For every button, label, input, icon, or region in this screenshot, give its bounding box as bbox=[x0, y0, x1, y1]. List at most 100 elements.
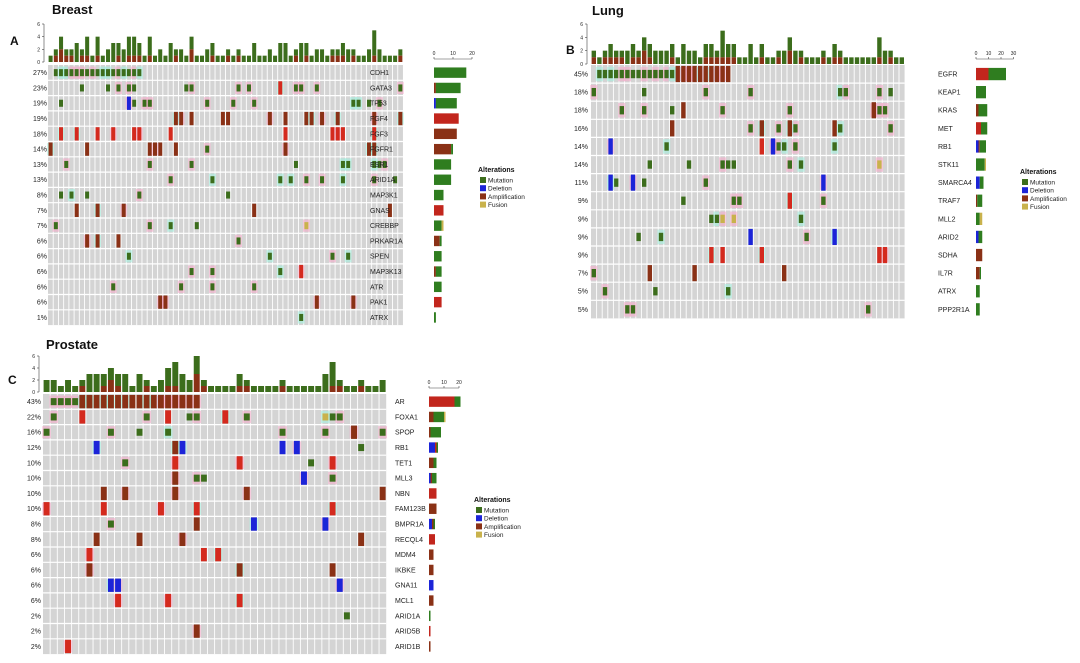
sample-bar-mutation bbox=[877, 37, 882, 58]
cell-rb1-deletion bbox=[279, 440, 286, 455]
sample-bar-mutation bbox=[64, 49, 69, 56]
legend-swatch-deletion bbox=[480, 185, 486, 192]
sample-bar-mutation bbox=[398, 49, 403, 56]
cell-spop-mutation bbox=[379, 428, 386, 436]
percent-label-map3k13: 6% bbox=[37, 269, 47, 276]
sample-bar-mutation bbox=[393, 55, 398, 62]
gene-label-kras: KRAS bbox=[938, 108, 957, 115]
cell-mcl1-amplification bbox=[115, 593, 122, 608]
cell-gata3-mutation bbox=[398, 84, 403, 92]
cell-recql4-amplification bbox=[93, 532, 100, 546]
sample-bar-mutation bbox=[100, 374, 107, 386]
sample-bar-mutation bbox=[692, 50, 697, 64]
side-bar-arid1a-mutation bbox=[429, 610, 431, 622]
sample-bar-mutation bbox=[630, 44, 636, 58]
cell-mcl1-amplification bbox=[236, 593, 243, 608]
gene-label-mdm4: MDM4 bbox=[395, 552, 416, 559]
sample-bar-amplification bbox=[143, 386, 150, 392]
gene-label-atrx: ATRX bbox=[370, 315, 388, 322]
cell-keap1-mutation bbox=[591, 87, 596, 97]
cell-gna11-deletion bbox=[107, 578, 114, 592]
cell-kras-mutation bbox=[787, 106, 792, 115]
sample-bar-mutation bbox=[714, 50, 720, 58]
side-axis-tick-label: 20 bbox=[456, 380, 462, 386]
sample-bar-mutation bbox=[43, 380, 50, 392]
sample-bar-mutation bbox=[815, 57, 820, 64]
sample-bar-mutation bbox=[142, 55, 147, 62]
side-bar-arid2-mutation bbox=[978, 230, 983, 244]
sample-bar-mutation bbox=[315, 386, 322, 392]
percent-label-rb1: 14% bbox=[574, 144, 588, 151]
cell-mdm4-amplification bbox=[200, 548, 207, 562]
gene-label-nbn: NBN bbox=[395, 491, 410, 498]
oncoprint-breast: 0 2 4 6 0 10 20 27% CDH1 23% GATA3 19% TP53 19% FGF4 18… bbox=[33, 22, 525, 326]
cell-gnas-amplification bbox=[121, 203, 126, 217]
cell-tp53-mutation bbox=[231, 99, 236, 107]
cell-rb1-deletion bbox=[293, 440, 300, 455]
sample-bar-amplification bbox=[79, 55, 84, 62]
cell-cdh1-mutation bbox=[74, 69, 79, 77]
percent-label-gata3: 23% bbox=[33, 85, 47, 92]
sample-bar-amplification bbox=[210, 55, 215, 62]
sample-bar-mutation bbox=[361, 55, 366, 62]
gene-label-prkar1a: PRKAR1A bbox=[370, 238, 403, 245]
sample-bar-mutation bbox=[74, 43, 79, 62]
cell-ar-amplification bbox=[186, 395, 193, 409]
cell-ppp2r1a-mutation bbox=[630, 305, 636, 314]
sample-bar-mutation bbox=[288, 55, 293, 62]
cell-arid2-deletion bbox=[832, 228, 837, 245]
sample-bar-amplification bbox=[147, 55, 152, 62]
sample-bar-mutation bbox=[199, 55, 204, 62]
sample-bar-mutation bbox=[871, 57, 876, 64]
cell-kras-mutation bbox=[619, 106, 624, 115]
sample-bar-mutation bbox=[804, 57, 809, 64]
sample-bar-mutation bbox=[50, 380, 57, 392]
cell-cdh1-mutation bbox=[111, 69, 116, 77]
percent-label-bmpr1a: 8% bbox=[31, 521, 41, 528]
legend-swatch-amplification bbox=[1022, 195, 1028, 202]
sample-bar-mutation bbox=[782, 50, 787, 64]
cell-fgfr1-amplification bbox=[158, 142, 163, 156]
sample-bar-amplification bbox=[888, 57, 893, 64]
top-axis-tick-label: 2 bbox=[580, 49, 583, 55]
cell-cdh1-mutation bbox=[69, 69, 74, 77]
cell-stk11-mutation bbox=[731, 160, 736, 169]
cell-mdm4-amplification bbox=[215, 548, 222, 562]
sample-bar-mutation bbox=[377, 49, 382, 62]
sample-bar-amplification bbox=[614, 57, 619, 64]
gene-label-map3k13: MAP3K13 bbox=[370, 269, 402, 276]
cell-il7r-amplification bbox=[692, 265, 697, 282]
gene-label-mcl1: MCL1 bbox=[395, 598, 414, 605]
sample-bar-mutation bbox=[95, 36, 100, 56]
side-bar-mll3-mutation bbox=[432, 472, 437, 484]
sample-bar-mutation bbox=[642, 37, 647, 51]
side-bar-mdm4-amplification bbox=[429, 549, 434, 560]
panel-prostate: C Prostate 0 2 4 6 0 10 20 43% AR 22% FOXA1 16% SPOP… bbox=[8, 337, 521, 655]
gene-label-stk11: STK11 bbox=[938, 162, 959, 169]
sample-bar-mutation bbox=[200, 380, 207, 386]
cell-smarca4-deletion bbox=[821, 174, 826, 191]
sample-bar-mutation bbox=[888, 50, 893, 58]
cell-foxa1-mutation bbox=[243, 413, 250, 421]
side-bar-fgf4-amplification bbox=[434, 113, 459, 124]
cell-foxa1-mutation bbox=[143, 413, 150, 421]
sample-bar-amplification bbox=[53, 55, 58, 62]
sample-bar-mutation bbox=[731, 44, 736, 58]
sample-bar-amplification bbox=[720, 57, 725, 64]
cell-fgf3-amplification bbox=[340, 127, 345, 141]
percent-label-gna11: 6% bbox=[31, 583, 41, 590]
cell-fgf3-amplification bbox=[372, 127, 377, 141]
cell-arid2-mutation bbox=[804, 232, 809, 242]
cell-ar-amplification bbox=[172, 395, 179, 409]
side-bar-cdh1-mutation bbox=[434, 67, 467, 78]
side-bar-foxa1-mutation bbox=[433, 411, 444, 423]
cell-egfr-mutation bbox=[670, 69, 675, 79]
cell-rb1-amplification bbox=[759, 138, 764, 155]
cell-egfr-amplification bbox=[703, 66, 708, 83]
legend-swatch-fusion bbox=[1022, 203, 1028, 210]
cell-ar-amplification bbox=[136, 395, 143, 409]
percent-label-arid1a: 2% bbox=[31, 613, 41, 620]
side-bar-ar-mutation bbox=[454, 396, 461, 407]
side-bar-traf7-mutation bbox=[977, 194, 983, 207]
sample-bar-mutation bbox=[379, 380, 386, 392]
